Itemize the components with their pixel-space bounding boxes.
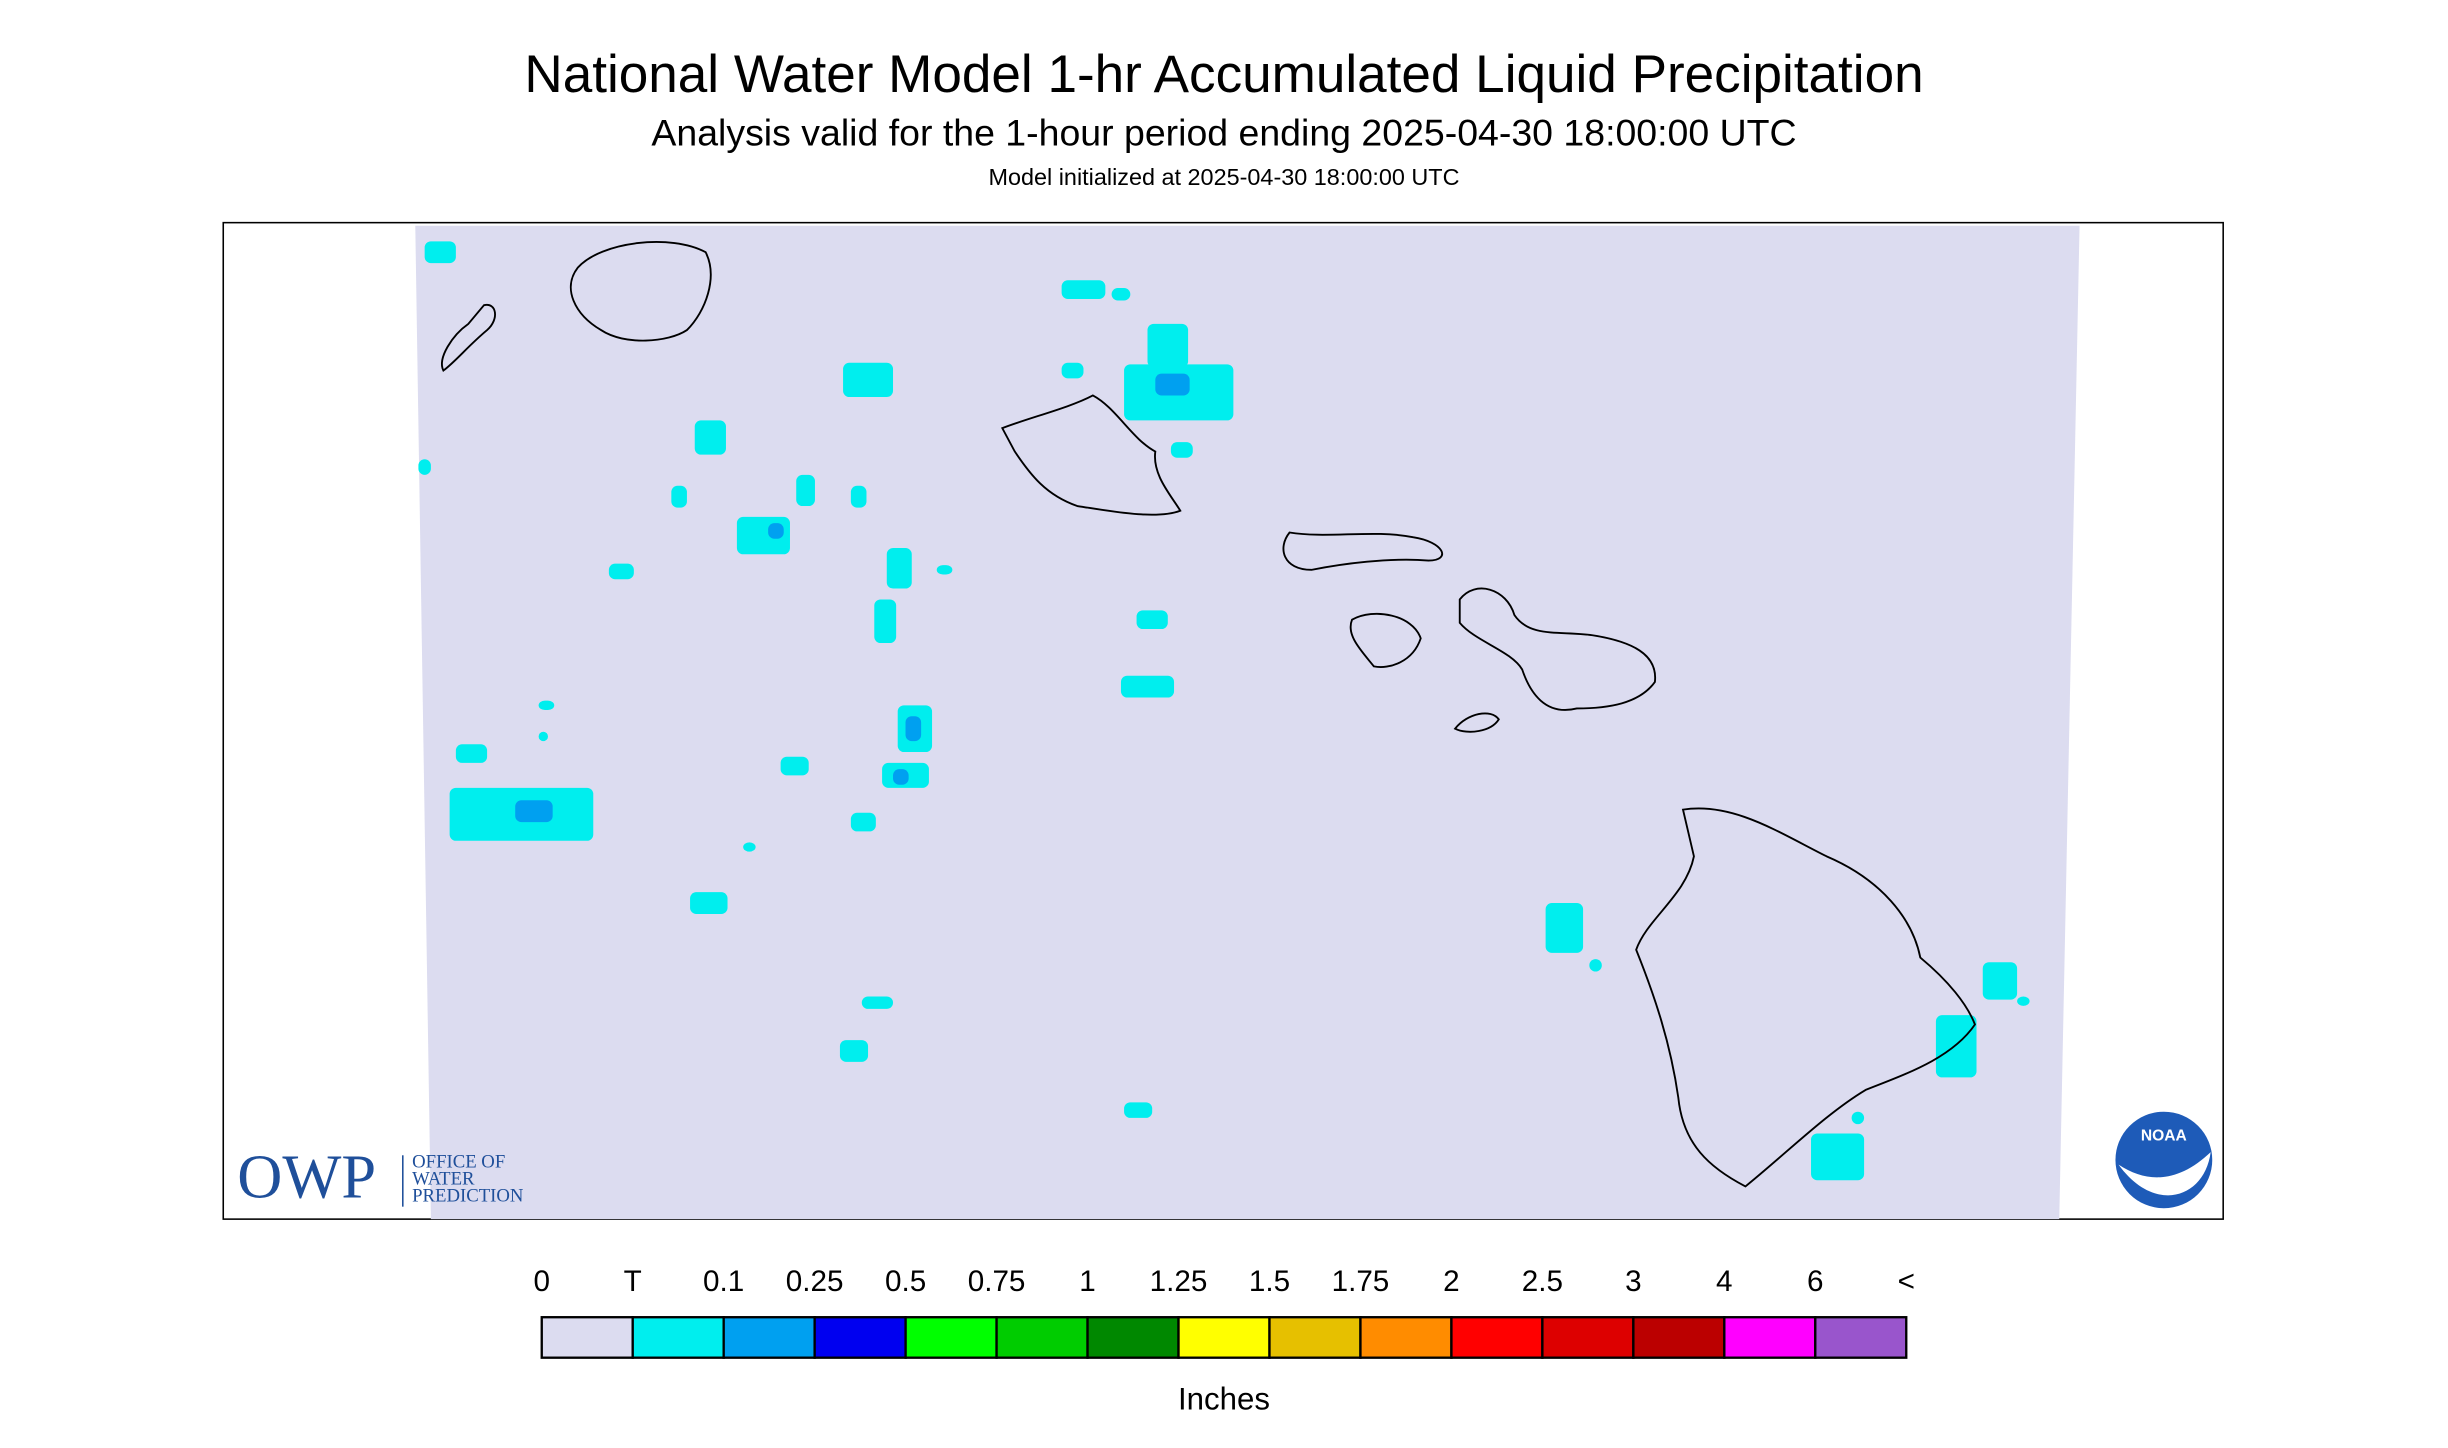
precip-area xyxy=(1811,1133,1865,1181)
legend-label: 0.75 xyxy=(968,1265,1026,1298)
precip-areas xyxy=(418,241,2030,1181)
owp-line: WATER xyxy=(412,1169,475,1190)
precip-area xyxy=(608,563,634,580)
precip-area xyxy=(936,565,953,575)
precip-area xyxy=(1982,962,2018,1000)
precip-area xyxy=(1851,1111,1865,1125)
legend-swatch xyxy=(1177,1316,1271,1359)
noaa-logo: NOAA xyxy=(2115,1111,2213,1209)
legend-swatch xyxy=(1541,1316,1635,1359)
precip-area xyxy=(893,769,909,785)
legend-label: < xyxy=(1898,1265,1915,1298)
precip-area xyxy=(843,362,894,398)
owp-line: PREDICTION xyxy=(412,1186,524,1207)
legend-label: T xyxy=(624,1265,642,1298)
precip-area xyxy=(2017,996,2030,1006)
owp-logo-text: OWP xyxy=(237,1143,376,1212)
precip-area xyxy=(538,700,555,710)
legend-swatch xyxy=(813,1316,907,1359)
legend-swatch xyxy=(1086,1316,1180,1359)
legend-swatch xyxy=(631,1316,725,1359)
precip-area xyxy=(1589,959,1602,972)
precip-area xyxy=(694,420,726,455)
precip-area xyxy=(861,996,894,1009)
legend: 0 T 0.1 0.25 0.5 0.75 1 1.25 1.5 1.75 2 2.5 3 4 6 < xyxy=(533,1265,1915,1359)
legend-swatch xyxy=(1632,1316,1726,1359)
precip-area xyxy=(1124,1102,1153,1118)
owp-logo: OWP OFFICE OF WATER PREDICTION xyxy=(237,1143,524,1212)
precip-area xyxy=(1120,675,1175,698)
precip-area xyxy=(850,485,867,508)
legend-units: Inches xyxy=(1178,1382,1270,1417)
precip-area xyxy=(743,842,756,852)
precip-area xyxy=(1545,903,1584,953)
islands xyxy=(441,241,1976,1188)
precip-area xyxy=(1136,610,1168,630)
noaa-text: NOAA xyxy=(2141,1128,2187,1145)
precip-area xyxy=(905,716,922,742)
precip-area xyxy=(1155,373,1190,396)
precip-area xyxy=(886,548,912,589)
legend-label: 0 xyxy=(533,1265,549,1298)
precip-area xyxy=(1935,1015,1977,1078)
precip-area xyxy=(874,599,897,644)
precip-area xyxy=(768,523,784,539)
legend-swatch xyxy=(1450,1316,1544,1359)
legend-label: 1 xyxy=(1079,1265,1095,1298)
legend-label: 0.5 xyxy=(885,1265,926,1298)
legend-label: 0.25 xyxy=(786,1265,844,1298)
legend-label: 1.25 xyxy=(1150,1265,1208,1298)
legend-label: 2 xyxy=(1443,1265,1459,1298)
legend-swatch xyxy=(1814,1316,1908,1359)
precip-area xyxy=(1147,323,1189,368)
precip-area xyxy=(418,459,431,475)
precip-area xyxy=(1170,442,1193,458)
legend-swatch xyxy=(722,1316,816,1359)
owp-line: OFFICE OF xyxy=(412,1151,505,1172)
subtitle: Analysis valid for the 1-hour period end… xyxy=(651,111,1796,153)
legend-label: 4 xyxy=(1716,1265,1732,1298)
legend-swatch xyxy=(904,1316,998,1359)
legend-swatch xyxy=(1359,1316,1453,1359)
precip-area xyxy=(455,744,488,763)
precip-area xyxy=(671,485,687,508)
legend-label: 1.5 xyxy=(1249,1265,1290,1298)
precip-area xyxy=(1111,288,1131,301)
precip-area xyxy=(796,474,815,507)
init-time: Model initialized at 2025-04-30 18:00:00… xyxy=(988,164,1459,190)
legend-label: 6 xyxy=(1807,1265,1823,1298)
legend-label: 3 xyxy=(1625,1265,1641,1298)
model-domain xyxy=(415,225,2080,1220)
title: National Water Model 1-hr Accumulated Li… xyxy=(524,45,1923,104)
precip-area xyxy=(850,812,876,832)
legend-swatch xyxy=(540,1316,634,1359)
precip-area xyxy=(780,756,809,776)
legend-label: 2.5 xyxy=(1522,1265,1563,1298)
precip-area xyxy=(538,731,548,742)
precip-area xyxy=(515,800,553,823)
precip-area xyxy=(839,1040,869,1062)
legend-swatch xyxy=(1723,1316,1817,1359)
legend-swatch xyxy=(1268,1316,1362,1359)
precip-area xyxy=(690,892,728,914)
precip-area xyxy=(1061,280,1106,299)
legend-label: 0.1 xyxy=(703,1265,744,1298)
legend-swatch xyxy=(995,1316,1089,1359)
legend-label: 1.75 xyxy=(1332,1265,1390,1298)
precip-area xyxy=(424,241,456,264)
precip-area xyxy=(1061,362,1084,379)
